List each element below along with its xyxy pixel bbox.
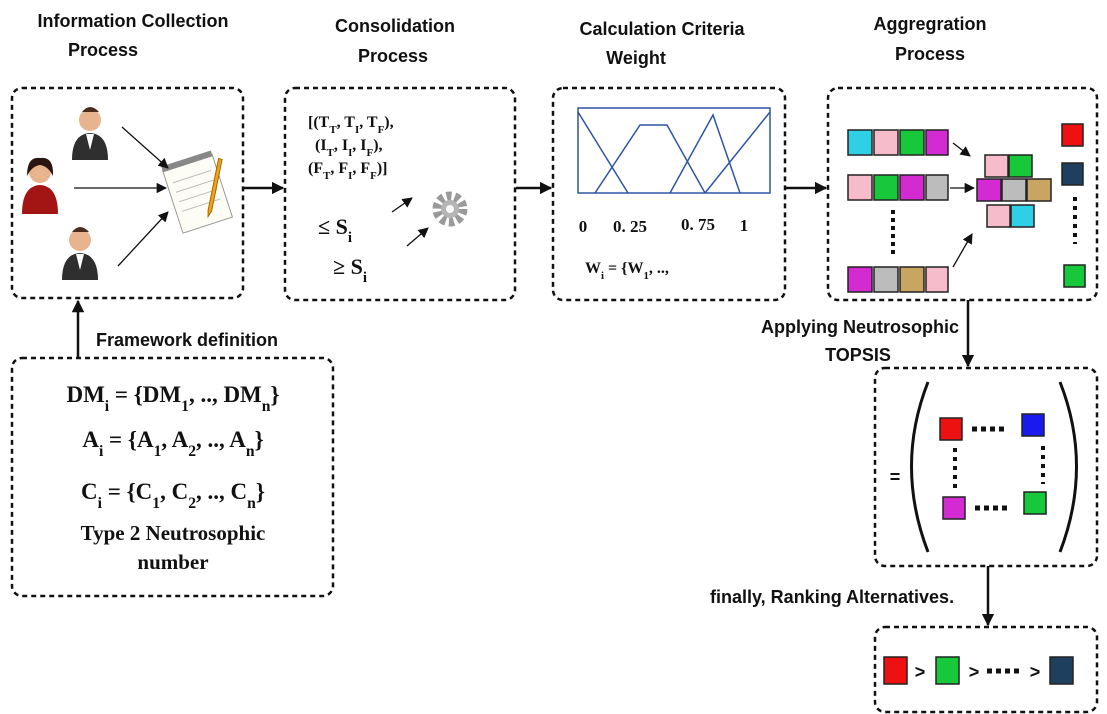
formula-text: , .., C — [196, 479, 247, 504]
heading: Process — [895, 44, 965, 64]
formula: (FT, FI, FF)] — [308, 160, 387, 182]
box-topsis — [875, 368, 1097, 566]
label: finally, Ranking Alternatives. — [710, 587, 954, 607]
subscript: n — [262, 398, 271, 415]
formula-text: , .., A — [196, 427, 246, 452]
membership-chart — [578, 108, 770, 193]
notepad-icon — [161, 148, 240, 233]
arrow — [953, 234, 972, 267]
formula-text: (I — [315, 137, 327, 154]
subscript: 1 — [152, 495, 160, 512]
aggregation-blocks — [848, 124, 1085, 292]
formula: DMi = {DM1, .., DMn} — [66, 382, 279, 415]
subscript: i — [348, 230, 352, 246]
matrix — [912, 382, 1077, 552]
formula-text: W — [585, 260, 601, 277]
formula-text: = {W — [604, 260, 643, 277]
person-icon — [22, 158, 58, 214]
gear-icon — [437, 196, 463, 222]
formula-text: [(T — [308, 114, 330, 131]
arrow — [122, 127, 168, 168]
formula-text: C — [81, 479, 98, 504]
heading: Aggregration — [873, 14, 986, 34]
axis-label: 0 — [579, 217, 588, 236]
label: TOPSIS — [825, 345, 891, 365]
formula-text: , F — [352, 160, 370, 177]
formula-text: DM — [66, 382, 105, 407]
formula-text: , T — [359, 114, 378, 131]
arrow — [407, 228, 428, 246]
formula-text: ≥ S — [333, 254, 363, 279]
heading: Consolidation — [335, 16, 455, 36]
person-icon — [62, 227, 98, 280]
formula-text: = {A — [103, 427, 154, 452]
formula-text: = {DM — [109, 382, 181, 407]
separator: > — [1030, 662, 1041, 682]
diagram: Information Collection Process Consolida… — [0, 0, 1107, 714]
subscript: n — [246, 443, 255, 460]
formula-text: , .., — [649, 260, 669, 277]
equals: = — [890, 467, 901, 487]
heading: Information Collection — [38, 11, 229, 31]
subscript: 1 — [154, 443, 162, 460]
formula-text: )] — [377, 160, 388, 177]
heading: Weight — [606, 48, 666, 68]
formula-text: , T — [337, 114, 356, 131]
formula: Ai = {A1, A2, .., An} — [82, 427, 263, 460]
body: { "headings": { "collection": ["Informat… — [0, 0, 1107, 714]
separator: > — [969, 662, 980, 682]
formula: Wi = {W1, .., — [585, 260, 669, 282]
subscript: n — [247, 495, 256, 512]
label: Applying Neutrosophic — [761, 317, 959, 337]
axis-label: 1 — [740, 216, 749, 235]
formula-text: , C — [160, 479, 188, 504]
person-icon — [72, 107, 108, 160]
formula-text: (F — [308, 160, 323, 177]
arrow — [392, 198, 412, 212]
subscript: 2 — [188, 443, 196, 460]
formula: (IT, II, IF), — [315, 137, 383, 159]
formula: ≤ Si — [318, 214, 352, 246]
formula-text: ), — [373, 137, 382, 154]
axis-label: 0. 75 — [681, 215, 715, 234]
formula-text: ), — [384, 114, 393, 131]
formula-text: } — [256, 479, 265, 504]
heading: Process — [68, 40, 138, 60]
label: Framework definition — [96, 330, 278, 350]
formula-text: , I — [334, 137, 348, 154]
formula-text: , A — [161, 427, 188, 452]
formula-text: , F — [330, 160, 348, 177]
axis-label: 0. 25 — [613, 217, 647, 236]
separator: > — [915, 662, 926, 682]
formula-text: , .., DM — [189, 382, 262, 407]
subscript: i — [363, 270, 367, 286]
formula: Ci = {C1, C2, .., Cn} — [81, 479, 265, 512]
note: Type 2 Neutrosophic — [81, 521, 266, 545]
formula-text: , I — [352, 137, 366, 154]
formula: [(TT, TI, TF), — [308, 114, 394, 136]
note: number — [137, 550, 208, 574]
formula-text: = {C — [102, 479, 152, 504]
subscript: 1 — [181, 398, 189, 415]
formula-text: ≤ S — [318, 214, 348, 239]
page: Neutrosophic TOPSIS framework html, body… — [0, 0, 1107, 714]
heading: Process — [358, 46, 428, 66]
arrow — [118, 212, 168, 266]
heading: Calculation Criteria — [579, 19, 745, 39]
formula: ≥ Si — [333, 254, 367, 286]
arrow — [953, 143, 970, 156]
subscript: 2 — [188, 495, 196, 512]
formula-text: A — [82, 427, 99, 452]
formula-text: } — [270, 382, 279, 407]
formula-text: } — [255, 427, 264, 452]
